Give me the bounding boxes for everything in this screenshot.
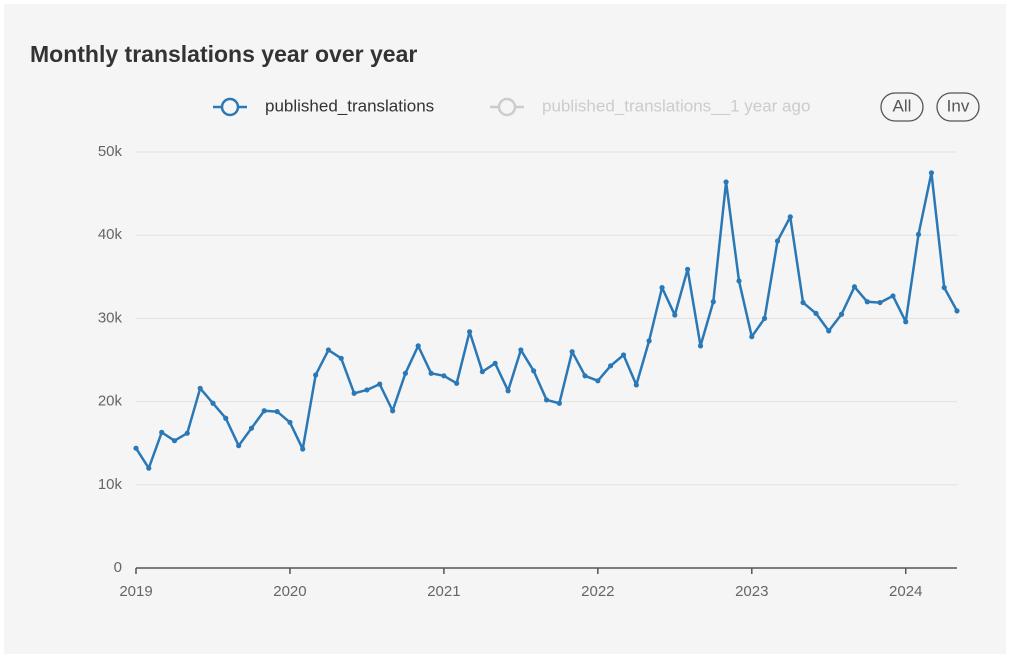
x-tick-label: 2023: [735, 583, 768, 600]
point: [749, 334, 755, 340]
legend-button[interactable]: [936, 92, 980, 122]
point: [300, 446, 306, 452]
point: [954, 308, 960, 314]
point: [210, 400, 216, 406]
point: [941, 285, 947, 291]
point: [928, 170, 935, 176]
point: [569, 349, 575, 355]
point: [761, 315, 768, 321]
point: [582, 373, 588, 379]
legend-icon[interactable]: [220, 97, 240, 117]
y-tick-label: 40k: [98, 226, 123, 243]
point: [903, 319, 909, 325]
point: [338, 355, 344, 361]
point: [197, 385, 203, 391]
point: [620, 352, 627, 358]
point: [543, 397, 550, 403]
point: [171, 438, 178, 444]
point: [736, 278, 742, 284]
point: [492, 360, 498, 366]
point: [787, 214, 793, 220]
point: [325, 347, 332, 353]
point: [441, 373, 447, 379]
point: [364, 387, 370, 393]
point: [236, 443, 242, 449]
point: [531, 368, 537, 374]
point: [479, 369, 485, 375]
legend-icon[interactable]: [497, 97, 517, 117]
point: [864, 299, 870, 305]
point: [774, 238, 781, 244]
legend-label[interactable]: published_translations__1 year ago: [542, 96, 810, 115]
point: [851, 284, 858, 290]
x-tick-label: 2022: [581, 583, 614, 600]
point: [595, 378, 601, 384]
x-tick-label: 2024: [889, 583, 922, 600]
point: [184, 430, 190, 436]
point: [813, 310, 819, 317]
point: [261, 408, 267, 414]
point: [390, 408, 396, 414]
point: [838, 311, 845, 317]
point: [467, 329, 473, 335]
point: [351, 390, 357, 396]
point: [454, 380, 460, 386]
point: [684, 266, 691, 272]
x-tick-label: 2020: [273, 583, 306, 600]
point: [697, 343, 704, 349]
point: [415, 343, 421, 349]
point: [672, 312, 678, 318]
point: [890, 293, 896, 299]
point: [159, 429, 165, 435]
point: [377, 381, 383, 387]
point: [274, 408, 280, 415]
point: [402, 370, 409, 376]
point: [800, 299, 806, 306]
y-tick-label: 50k: [98, 143, 123, 160]
legend-button[interactable]: [880, 92, 924, 122]
point: [877, 299, 883, 306]
point: [633, 382, 639, 388]
x-tick-label: 2021: [427, 583, 460, 600]
point: [659, 285, 665, 291]
point: [428, 370, 434, 376]
point: [646, 338, 652, 344]
point: [133, 445, 139, 451]
point: [248, 425, 255, 431]
point: [518, 347, 524, 353]
point: [223, 415, 229, 421]
point: [608, 363, 614, 369]
y-tick-label: 30k: [98, 309, 123, 326]
point: [287, 419, 293, 425]
point: [505, 388, 511, 394]
y-tick-label: 10k: [98, 476, 123, 493]
y-tick-label: 0: [114, 559, 122, 576]
point: [826, 328, 832, 334]
y-tick-label: 20k: [98, 393, 123, 410]
point: [146, 465, 152, 471]
x-tick-label: 2019: [119, 583, 152, 600]
point: [915, 231, 922, 237]
point: [723, 179, 729, 185]
legend-button-label[interactable]: Inv: [947, 96, 970, 115]
chart-title: Monthly translations year over year: [30, 41, 417, 67]
point: [556, 400, 562, 406]
legend-button-label[interactable]: All: [893, 96, 912, 115]
point: [710, 299, 716, 305]
legend-label[interactable]: published_translations: [265, 96, 434, 115]
point: [313, 372, 319, 378]
